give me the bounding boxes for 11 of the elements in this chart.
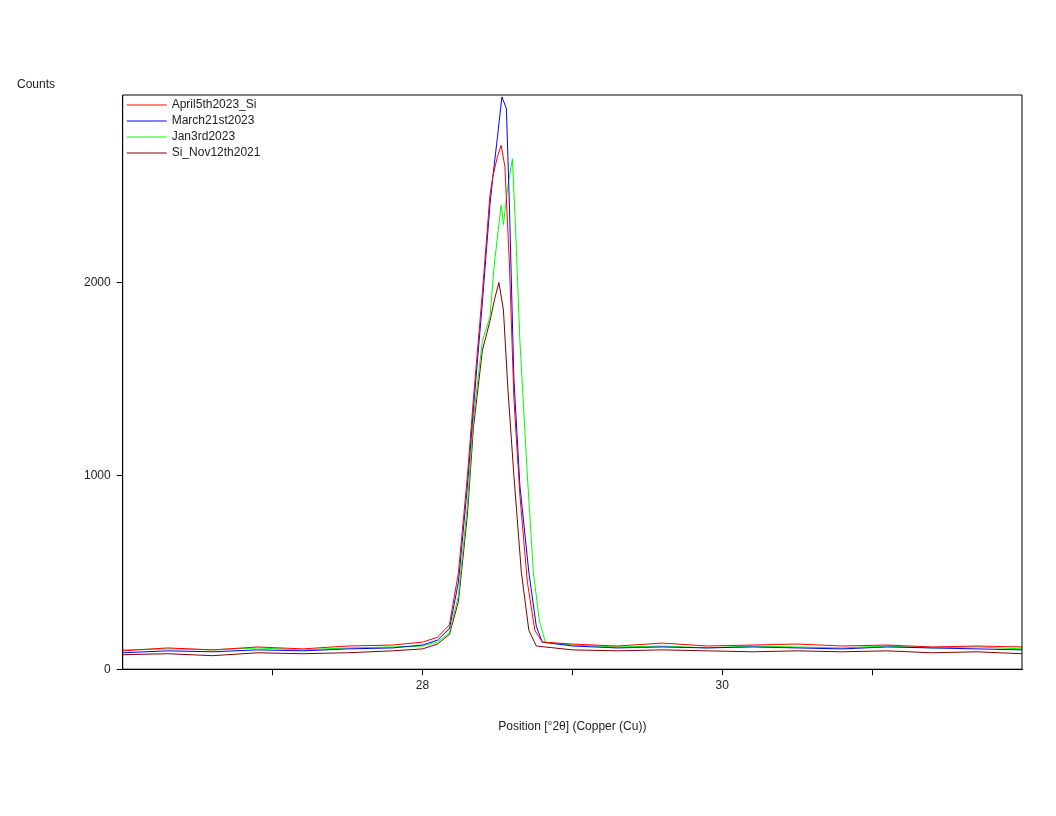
- legend-label: March21st2023: [171, 113, 255, 128]
- x-tick-label: 28: [415, 677, 430, 692]
- legend-label: April5th2023_Si: [171, 97, 257, 112]
- x-tick-label: 30: [715, 677, 730, 692]
- legend-label: Jan3rd2023: [171, 129, 236, 144]
- y-axis-title: Counts: [17, 77, 56, 92]
- x-axis-title: Position [°2θ] (Copper (Cu)): [498, 719, 647, 734]
- y-tick-label: 1000: [83, 468, 112, 483]
- y-tick-label: 0: [104, 661, 112, 676]
- legend-label: Si_Nov12th2021: [171, 145, 261, 160]
- y-tick-label: 2000: [83, 274, 112, 289]
